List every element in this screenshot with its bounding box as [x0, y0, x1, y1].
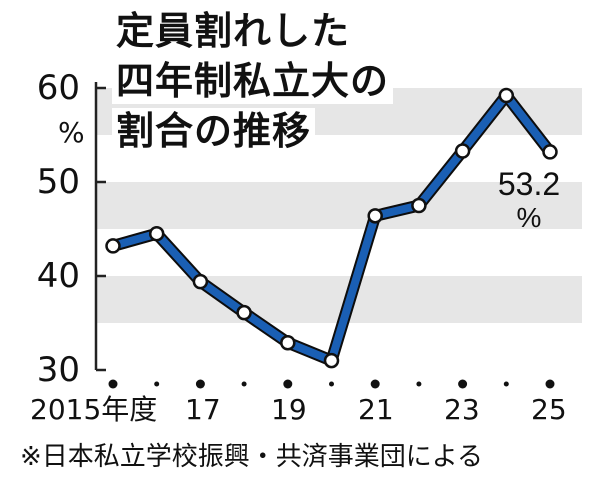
y-unit-label: % [58, 116, 85, 149]
x-tick-label-19: 19 [271, 393, 307, 426]
x-tick-dot-2020 [329, 381, 334, 387]
data-point-2015 [105, 238, 121, 254]
data-point-2018 [236, 304, 252, 321]
chart-title-line-1: 定員割れした [112, 8, 355, 54]
x-tick-label-23: 23 [444, 393, 480, 426]
x-tick-dot-2022 [416, 381, 422, 387]
x-tick-label-25: 25 [531, 393, 567, 426]
x-tick-dot-2019 [283, 379, 293, 389]
x-tick-dot-2025 [545, 379, 555, 389]
data-point-2025 [542, 144, 558, 160]
data-point-2022 [411, 197, 427, 214]
data-point-2024 [498, 87, 515, 104]
data-label-unit: % [516, 202, 542, 233]
data-point-2020 [323, 352, 340, 369]
source-note: ※日本私立学校振興・共済事業団による [20, 442, 484, 472]
y-tick-label-40: 40 [36, 256, 80, 296]
x-tick-label-2015: 2015年度 [30, 393, 158, 426]
data-point-2021 [367, 208, 383, 224]
x-tick-dot-2018 [241, 381, 247, 387]
x-tick-dot-2017 [195, 379, 205, 389]
data-label-value: 53.2 [497, 166, 561, 202]
x-tick-dot-2016 [154, 381, 160, 387]
x-tick-dot-2023 [458, 379, 468, 389]
y-tick-label-30: 30 [36, 350, 80, 390]
grid-band-1 [96, 182, 582, 229]
x-tick-dot-2015 [108, 379, 118, 389]
x-tick-label-17: 17 [185, 393, 221, 426]
data-point-2016 [148, 225, 165, 242]
chart-title-line-3: 割合の推移 [112, 108, 316, 154]
data-point-2019 [280, 334, 296, 351]
x-tick-dot-2021 [370, 379, 380, 389]
data-point-2017 [192, 273, 209, 290]
y-tick-label-60: 60 [36, 68, 80, 108]
chart-title-line-2: 四年制私立大の [112, 58, 394, 104]
x-tick-dot-2024 [503, 381, 509, 387]
x-tick-label-21: 21 [358, 393, 394, 426]
y-tick-label-50: 50 [36, 162, 80, 202]
data-point-2023 [454, 143, 471, 159]
